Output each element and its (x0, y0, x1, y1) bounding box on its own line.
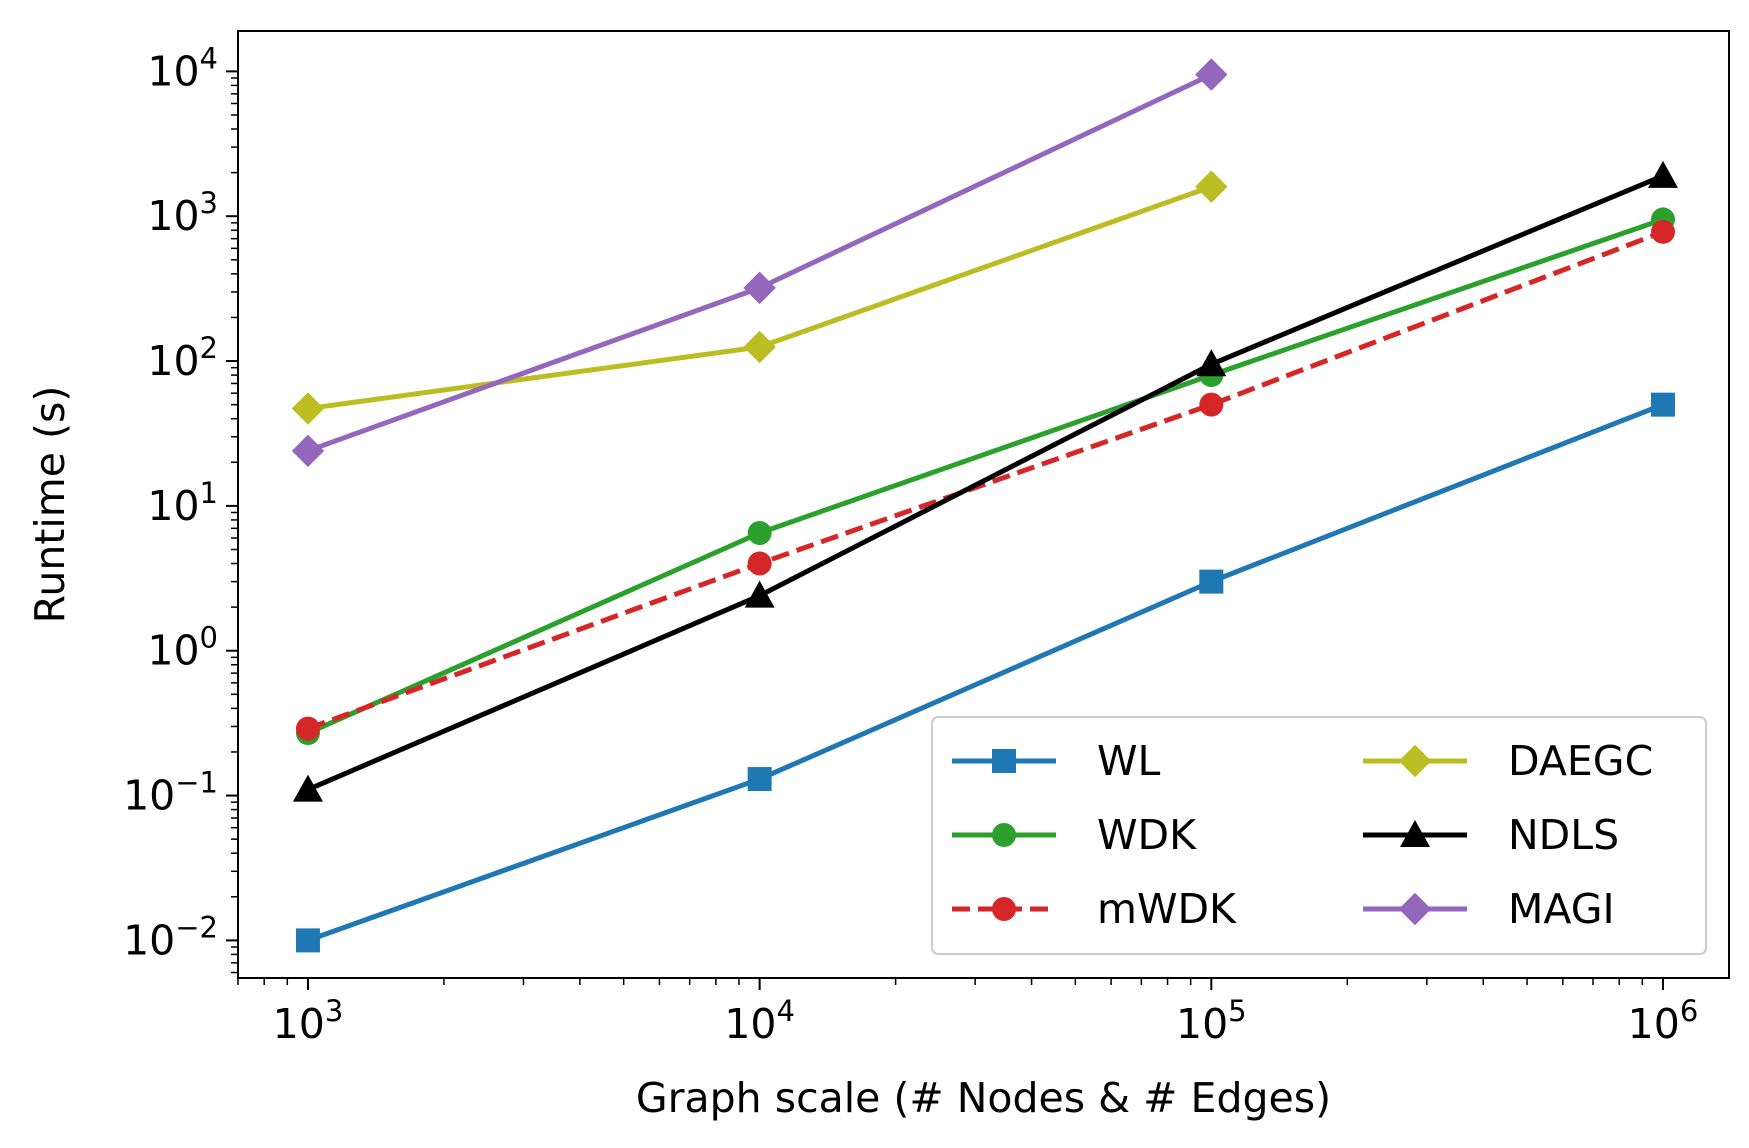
legend-item-mwdk: mWDK (952, 885, 1237, 933)
plot-frame (237, 30, 1730, 979)
data-point (292, 774, 323, 802)
legend-label: DAEGC (1508, 737, 1653, 785)
x-tick-label: 106 (1628, 994, 1699, 1048)
data-point (1196, 349, 1227, 377)
data-point (1650, 219, 1675, 244)
legend-label: MAGI (1508, 885, 1615, 933)
legend-item-daegc: DAEGC (1363, 737, 1653, 785)
legend-item-wdk: WDK (952, 811, 1197, 859)
legend-label: mWDK (1097, 885, 1237, 933)
x-axis: 103 104 105 106 (237, 978, 1699, 1048)
y-tick-label: 103 (147, 186, 218, 240)
y-tick-label: 10−1 (123, 766, 218, 820)
data-point (291, 434, 325, 468)
data-point (291, 392, 325, 425)
legend-label: WL (1097, 737, 1161, 785)
legend-label: WDK (1097, 811, 1197, 859)
data-point (743, 330, 776, 364)
y-axis: 10−2 10−1 100 101 102 103 104 (123, 41, 238, 974)
data-point (1647, 160, 1678, 188)
x-tick-label: 104 (724, 994, 795, 1048)
y-tick-label: 100 (147, 621, 218, 675)
y-tick-label: 104 (147, 41, 218, 95)
y-tick-label: 101 (147, 476, 218, 530)
series-line (307, 229, 1664, 731)
y-axis-title: Runtime (s) (26, 386, 74, 624)
legend-marker (992, 749, 1016, 773)
data-point (1195, 170, 1228, 203)
series-ndls (292, 160, 1678, 802)
legend-marker (1400, 820, 1430, 847)
series-daegc (291, 170, 1228, 425)
data-point (743, 271, 776, 305)
legend-item-magi: MAGI (1363, 885, 1615, 933)
data-point (747, 551, 772, 576)
legend-item-ndls: NDLS (1363, 811, 1619, 859)
legend-item-wl: WL (952, 737, 1161, 785)
data-point (747, 767, 772, 792)
legend-frame (931, 716, 1707, 955)
data-point (744, 580, 775, 608)
legend-marker (1398, 892, 1432, 926)
x-tick-label: 103 (273, 994, 344, 1048)
legend-marker (1398, 744, 1432, 778)
series-magi (291, 58, 1228, 468)
data-point (1650, 392, 1675, 417)
data-point (1199, 392, 1224, 417)
legend: WL WDK mWDK DAEGC NDLS MAGI (931, 716, 1707, 955)
data-point (295, 928, 320, 953)
series-line (307, 402, 1664, 943)
series-wl (295, 392, 1675, 953)
series-mwdk (295, 219, 1675, 741)
data-point (1195, 58, 1228, 91)
legend-marker (992, 897, 1016, 921)
data-point (1199, 569, 1224, 594)
legend-marker (992, 823, 1016, 847)
legend-label: NDLS (1508, 811, 1619, 859)
x-axis-title: Graph scale (# Nodes & # Edges) (636, 1074, 1331, 1122)
data-point (747, 520, 772, 545)
data-point (295, 716, 320, 741)
series-line (306, 217, 1664, 736)
y-tick-label: 10−2 (123, 910, 218, 964)
y-tick-label: 102 (147, 331, 218, 385)
x-tick-label: 105 (1176, 994, 1247, 1048)
series-layer (291, 58, 1678, 953)
series-line (306, 173, 1664, 792)
